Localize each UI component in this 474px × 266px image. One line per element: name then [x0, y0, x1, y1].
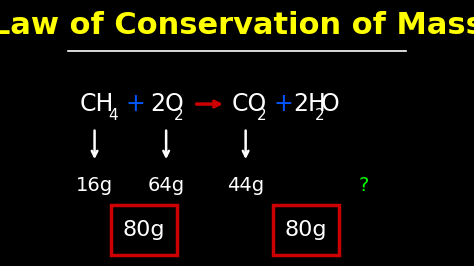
Text: 2: 2 — [315, 108, 325, 123]
Text: 80g: 80g — [122, 221, 165, 240]
Text: 2: 2 — [174, 108, 184, 123]
Text: CH: CH — [80, 92, 114, 116]
Text: 2O: 2O — [150, 92, 183, 116]
Text: 2: 2 — [257, 108, 267, 123]
Text: +: + — [274, 92, 293, 116]
Text: 2H: 2H — [293, 92, 326, 116]
Text: O: O — [321, 92, 340, 116]
Text: CO: CO — [232, 92, 267, 116]
Text: Law of Conservation of Mass: Law of Conservation of Mass — [0, 11, 474, 40]
Text: 44g: 44g — [227, 176, 264, 195]
Text: 4: 4 — [109, 108, 118, 123]
FancyBboxPatch shape — [273, 205, 339, 255]
Text: ?: ? — [359, 176, 369, 195]
Text: +: + — [125, 92, 145, 116]
Text: 16g: 16g — [76, 176, 113, 195]
Text: 64g: 64g — [147, 176, 185, 195]
FancyBboxPatch shape — [111, 205, 176, 255]
Text: 80g: 80g — [285, 221, 328, 240]
